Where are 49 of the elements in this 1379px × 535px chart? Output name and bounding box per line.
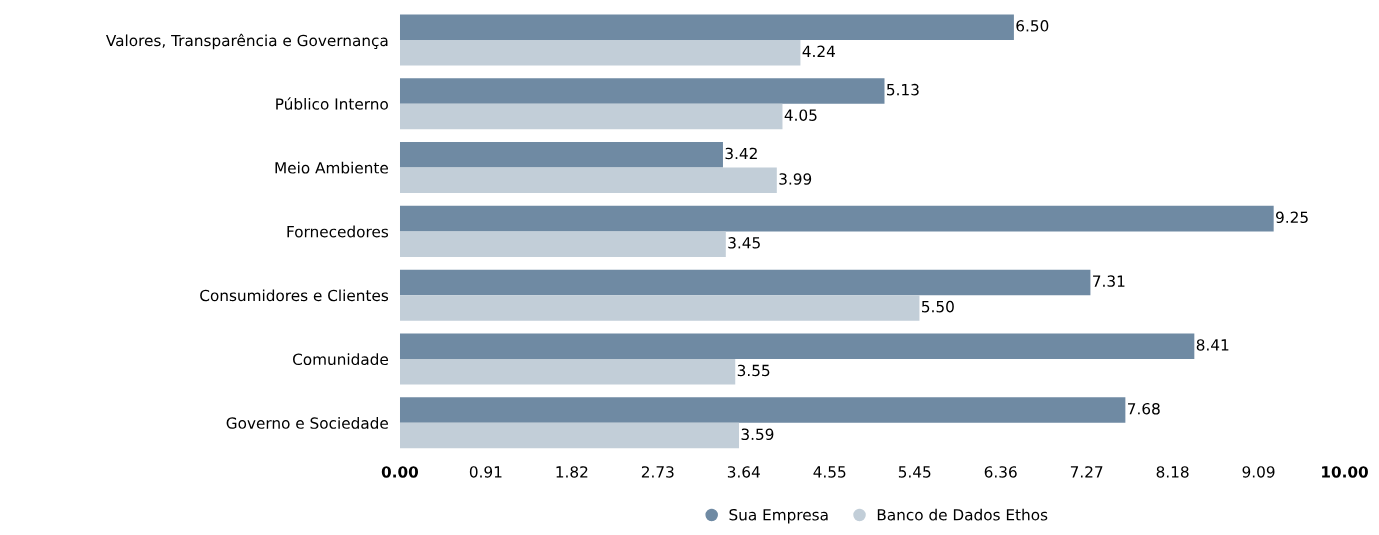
- data-label: 6.50: [1016, 20, 1049, 32]
- data-label: 3.45: [728, 237, 760, 249]
- y-tick-label: Consumidores e Clientes: [200, 289, 389, 302]
- x-tick-label: 2.73: [641, 466, 674, 478]
- bar: [399, 142, 723, 168]
- x-tick-label: 0.00: [381, 466, 419, 478]
- data-label: 7.31: [1093, 275, 1125, 287]
- legend-label: Sua Empresa: [729, 508, 828, 524]
- data-label: 7.68: [1128, 402, 1160, 415]
- data-label: 4.05: [784, 109, 817, 121]
- x-tick-label: 1.82: [556, 466, 588, 478]
- bar: [399, 14, 1014, 40]
- y-tick-label: Governo e Sociedade: [226, 417, 388, 429]
- y-tick-label: Meio Ambiente: [275, 161, 388, 174]
- bar: [399, 205, 1274, 232]
- bar: [399, 397, 1126, 423]
- y-tick-label: Valores, Transparência e Governança: [106, 33, 388, 50]
- x-tick-label: 0.91: [469, 466, 502, 478]
- data-label: 3.42: [725, 147, 757, 160]
- bar: [399, 39, 801, 66]
- y-tick-label: Fornecedores: [287, 225, 389, 238]
- bar: [399, 422, 740, 449]
- y-tick-label: Comunidade: [292, 353, 388, 366]
- x-tick-label: 6.36: [984, 466, 1017, 478]
- bar: [399, 78, 885, 104]
- data-label: 9.25: [1276, 211, 1308, 224]
- data-label: 3.59: [741, 428, 774, 441]
- data-label: 4.24: [802, 45, 835, 57]
- data-label: 5.50: [922, 300, 954, 313]
- bar: [399, 269, 1091, 296]
- bar: [399, 103, 783, 130]
- bar: [399, 333, 1195, 360]
- y-tick-label: Público Interno: [276, 97, 388, 110]
- legend-label: Banco de Dados Ethos: [877, 508, 1048, 521]
- x-tick-label: 7.27: [1070, 466, 1103, 478]
- data-label: 5.13: [887, 83, 919, 96]
- bar: [399, 167, 777, 194]
- x-tick-label: 3.64: [727, 466, 760, 478]
- bar: [399, 359, 736, 385]
- x-tick-label: 9.09: [1242, 466, 1275, 478]
- x-tick-label: 5.45: [898, 466, 931, 478]
- data-label: 8.41: [1196, 339, 1229, 351]
- x-tick-label: 4.55: [813, 466, 846, 478]
- data-label: 3.99: [779, 173, 812, 185]
- bar: [399, 231, 726, 257]
- bar: [399, 295, 920, 321]
- x-tick-label: 10.00: [1322, 466, 1368, 478]
- data-label: 3.55: [737, 364, 770, 377]
- x-tick-label: 8.18: [1156, 466, 1189, 478]
